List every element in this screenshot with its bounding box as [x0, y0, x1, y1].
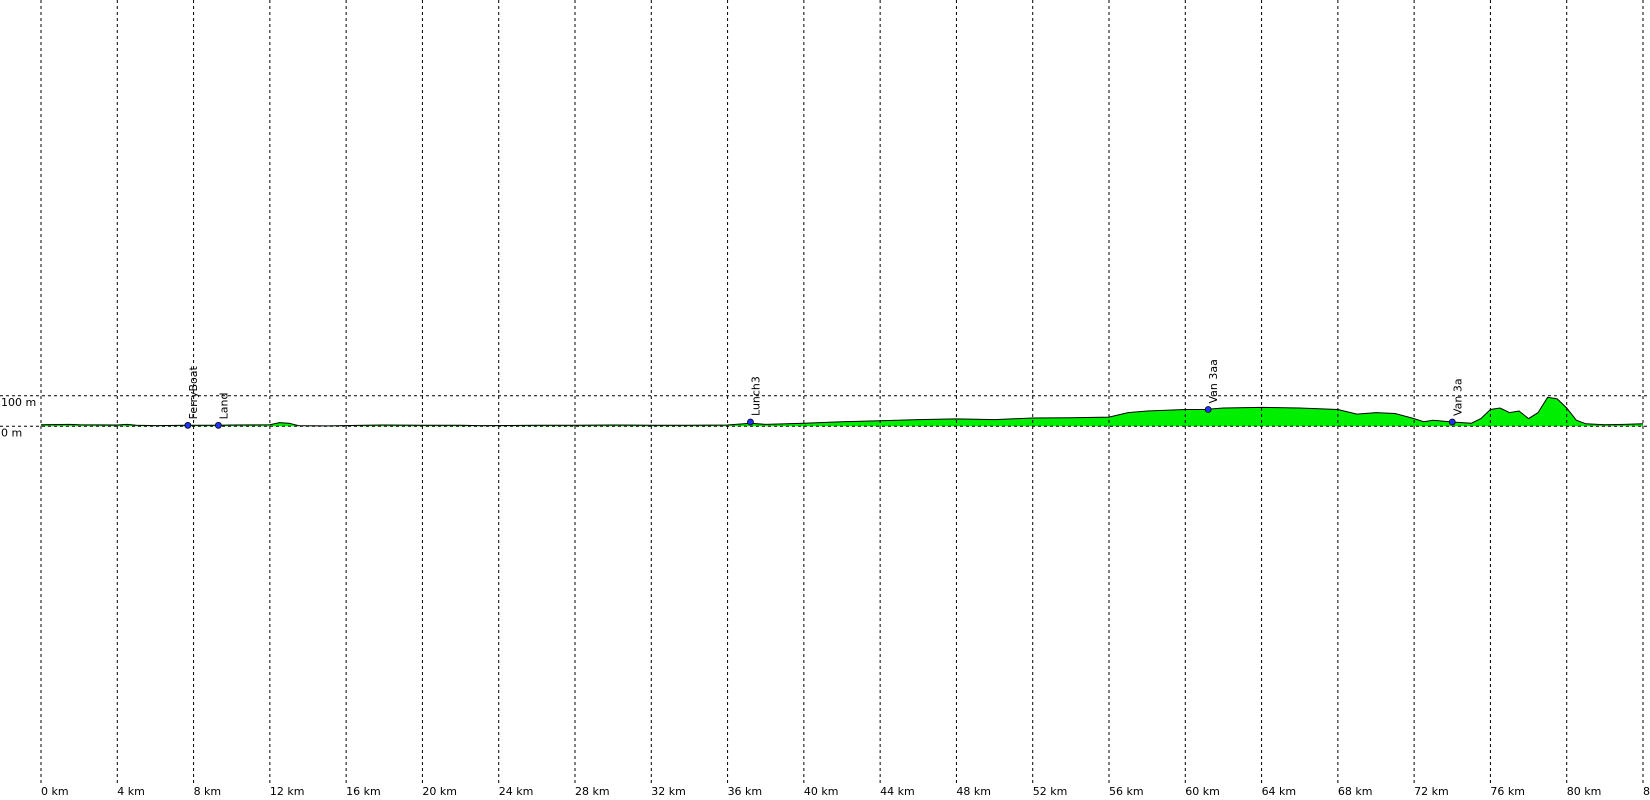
x-tick-label: 16 km — [346, 785, 381, 798]
y-tick-label: 0 m — [1, 426, 22, 439]
waypoint — [184, 421, 192, 429]
waypoint — [1204, 406, 1212, 413]
waypoint — [747, 418, 754, 426]
x-tick-label: 36 km — [728, 785, 763, 798]
x-tick-label: 12 km — [270, 785, 305, 798]
x-tick-label: 84 — [1643, 785, 1650, 798]
waypoint-label: FerryBoat — [187, 365, 200, 419]
x-tick-label: 0 km — [41, 785, 69, 798]
x-tick-label: 80 km — [1567, 785, 1602, 798]
x-tick-label: 48 km — [956, 785, 991, 798]
waypoint-label: Lunch3 — [749, 376, 762, 416]
x-tick-label: 76 km — [1490, 785, 1525, 798]
x-tick-label: 68 km — [1338, 785, 1373, 798]
x-tick-label: 8 km — [194, 785, 222, 798]
x-tick-label: 72 km — [1414, 785, 1449, 798]
x-tick-label: 20 km — [422, 785, 457, 798]
waypoint — [214, 421, 222, 429]
x-tick-label: 56 km — [1109, 785, 1144, 798]
x-tick-label: 28 km — [575, 785, 610, 798]
waypoint-label: Land — [217, 393, 230, 420]
waypoint — [1448, 418, 1456, 426]
elevation-outline — [40, 396, 1644, 427]
waypoint-label: Van 3aa — [1207, 359, 1220, 403]
x-tick-label: 32 km — [651, 785, 686, 798]
y-tick-label: 100 m — [1, 396, 36, 409]
x-tick-label: 40 km — [804, 785, 839, 798]
elevation-area — [41, 397, 1643, 427]
x-tick-label: 4 km — [117, 785, 145, 798]
x-tick-label: 24 km — [499, 785, 534, 798]
x-tick-label: 64 km — [1262, 785, 1297, 798]
x-tick-label: 52 km — [1033, 785, 1068, 798]
x-tick-label: 60 km — [1185, 785, 1220, 798]
x-tick-label: 44 km — [880, 785, 915, 798]
waypoint-label: Van 3a — [1451, 378, 1464, 416]
